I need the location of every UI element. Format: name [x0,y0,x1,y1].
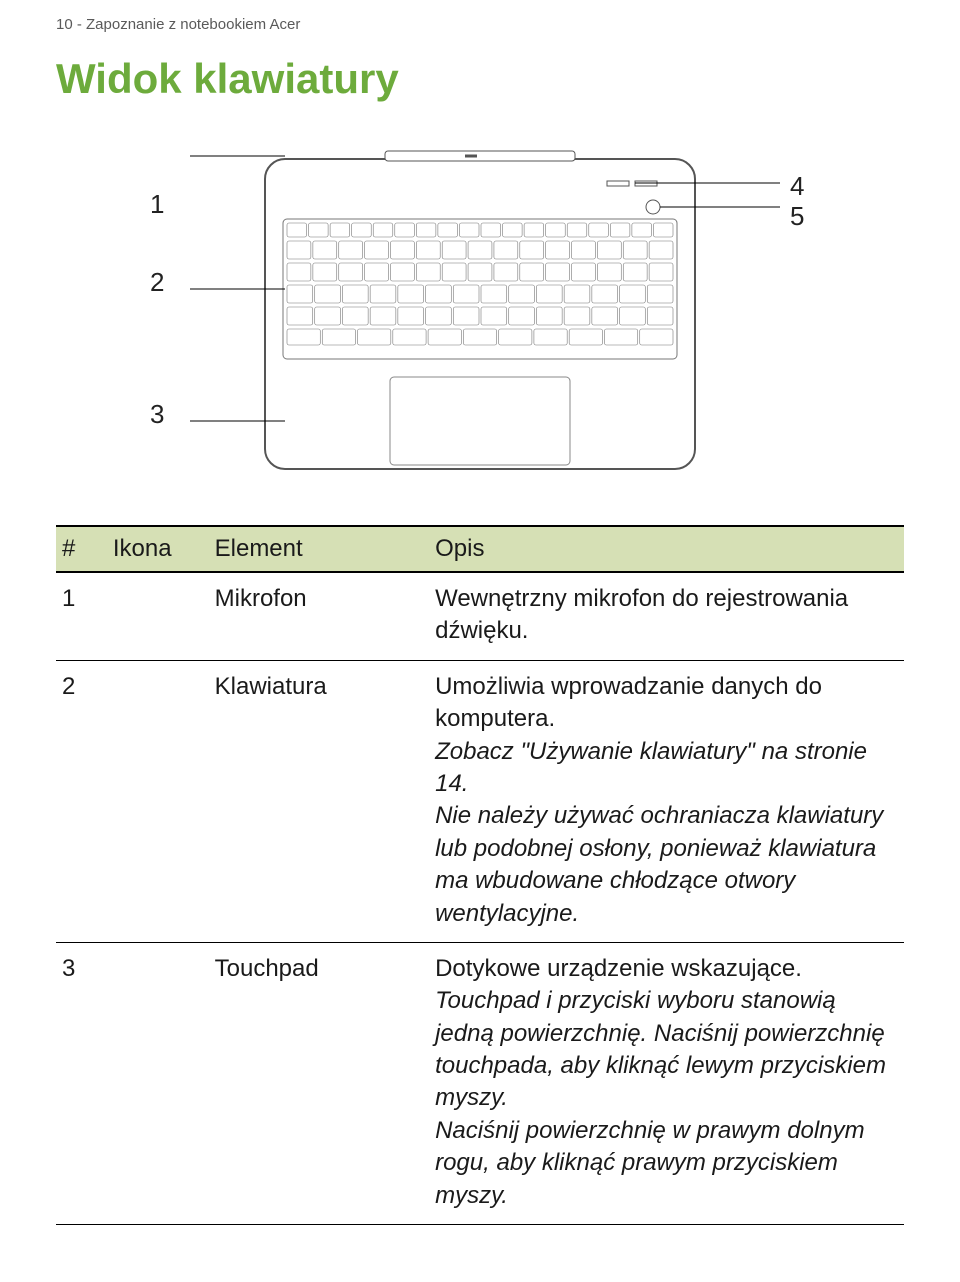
table-row: 1MikrofonWewnętrzny mikrofon do rejestro… [56,572,904,660]
callout-2: 2 [150,267,164,298]
spec-table: #IkonaElementOpis 1MikrofonWewnętrzny mi… [56,525,904,1225]
keyboard-diagram: 1 2 3 45 [56,131,904,491]
col-ikona: Ikona [107,526,209,572]
col-#: # [56,526,107,572]
page-header: 10 - Zapoznanie z notebookiem Acer [56,16,904,33]
col-element: Element [209,526,429,572]
callout-3: 3 [150,399,164,430]
callout-4: 4 [790,171,804,202]
page-title: Widok klawiatury [56,55,904,103]
col-opis: Opis [429,526,904,572]
callout-5: 5 [790,201,804,232]
table-row: 3TouchpadDotykowe urządzenie wskazujące.… [56,942,904,1224]
table-row: 2KlawiaturaUmożliwia wprowadzanie danych… [56,660,904,942]
callout-1: 1 [150,189,164,220]
